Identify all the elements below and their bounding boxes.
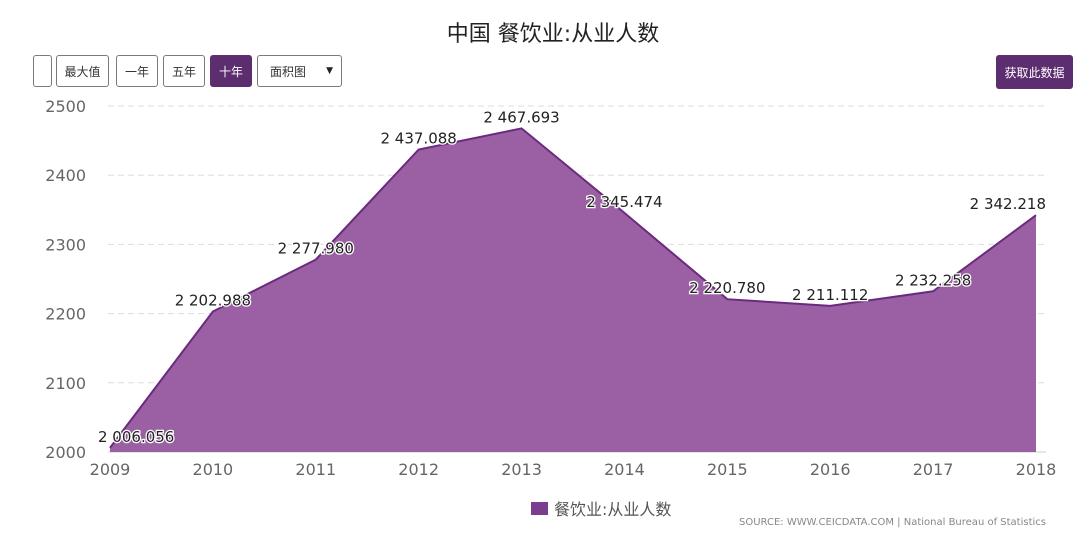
- data-labels: 2 006.056 2 202.988 2 277.980 2 437.088 2 46…: [97, 107, 1048, 447]
- y-tick-label: 2100: [45, 374, 86, 393]
- source-note: SOURCE: WWW.CEICDATA.COM | National Bure…: [738, 517, 1046, 528]
- x-tick-label: 2014: [604, 460, 645, 479]
- chart-type-select-value: 面积图: [270, 64, 307, 79]
- y-tick-label: 2000: [45, 443, 86, 462]
- y-tick-label: 2400: [45, 166, 86, 185]
- get-data-button[interactable]: 获取此数据: [996, 55, 1073, 89]
- x-tick-label: 2010: [193, 460, 234, 479]
- data-label: 2 006.056: [98, 428, 174, 446]
- legend[interactable]: 餐饮业:从业人数: [531, 496, 671, 520]
- x-tick-label: 2018: [1016, 460, 1057, 479]
- x-tick-label: 2012: [398, 460, 439, 479]
- data-label: 2 467.693: [483, 108, 559, 126]
- data-label: 2 437.088: [380, 130, 456, 148]
- x-tick-label: 2016: [810, 460, 851, 479]
- chart-type-select[interactable]: 面积图 ▼: [257, 55, 342, 87]
- data-label: 2 202.988: [175, 292, 251, 310]
- range-button-5y[interactable]: 五年: [163, 55, 205, 87]
- data-label: 2 277.980: [278, 240, 354, 258]
- legend-swatch: [531, 501, 548, 515]
- data-label: 2 342.218: [970, 195, 1046, 213]
- x-tick-label: 2009: [90, 460, 131, 479]
- y-tick-label: 2300: [45, 235, 86, 254]
- legend-label: 餐饮业:从业人数: [554, 500, 672, 519]
- range-button-10y[interactable]: 十年: [210, 55, 252, 87]
- x-tick-label: 2011: [295, 460, 336, 479]
- x-axis: 2009 2010 2011 2012 2013 2014 2015 2016 2017 2018: [90, 460, 1057, 479]
- data-label: 2 211.112: [792, 286, 868, 304]
- x-tick-label: 2017: [913, 460, 954, 479]
- chevron-down-icon: ▼: [326, 66, 333, 76]
- data-label: 2 220.780: [689, 279, 765, 297]
- area-series-line: [109, 127, 1037, 449]
- y-tick-label: 2200: [45, 305, 86, 324]
- chart-title: 中国 餐饮业:从业人数: [446, 22, 660, 47]
- data-label: 2 232.258: [895, 271, 971, 289]
- range-button-1y[interactable]: 一年: [116, 55, 158, 87]
- area-series-fill: [110, 128, 1036, 452]
- range-button-max[interactable]: 最大值: [56, 55, 109, 87]
- data-label: 2 345.474: [586, 193, 662, 211]
- x-tick-label: 2013: [501, 460, 542, 479]
- range-button-blank[interactable]: [33, 55, 52, 87]
- y-tick-label: 2500: [45, 97, 86, 116]
- y-axis: 2000 2100 2200 2300 2400 2500: [45, 97, 86, 462]
- x-tick-label: 2015: [707, 460, 748, 479]
